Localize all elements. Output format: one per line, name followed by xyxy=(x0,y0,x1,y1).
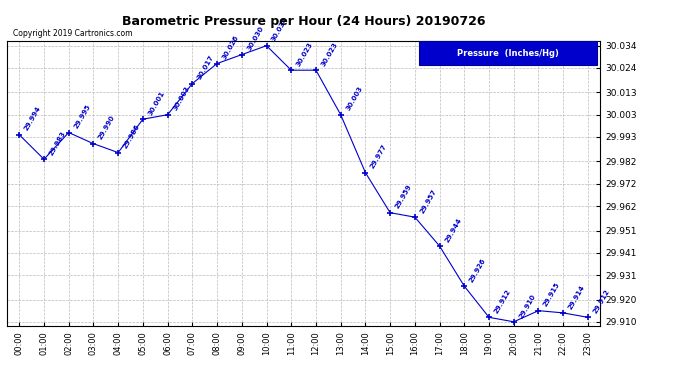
Text: 30.023: 30.023 xyxy=(295,41,314,68)
Text: 29.990: 29.990 xyxy=(97,114,117,141)
Text: 29.914: 29.914 xyxy=(567,284,586,310)
Text: 29.915: 29.915 xyxy=(542,282,561,308)
Text: 30.003: 30.003 xyxy=(172,86,190,112)
Text: 29.977: 29.977 xyxy=(370,144,388,170)
Text: 29.957: 29.957 xyxy=(419,188,437,214)
Text: 29.983: 29.983 xyxy=(48,130,67,156)
Text: Copyright 2019 Cartronics.com: Copyright 2019 Cartronics.com xyxy=(13,29,132,38)
Text: 29.926: 29.926 xyxy=(469,257,487,284)
Text: 29.910: 29.910 xyxy=(518,292,537,319)
Text: 30.003: 30.003 xyxy=(345,86,364,112)
Text: 29.944: 29.944 xyxy=(444,217,462,243)
Text: Barometric Pressure per Hour (24 Hours) 20190726: Barometric Pressure per Hour (24 Hours) … xyxy=(122,15,485,28)
Text: 29.995: 29.995 xyxy=(73,104,92,130)
FancyBboxPatch shape xyxy=(420,41,598,66)
Text: 30.017: 30.017 xyxy=(197,54,215,81)
Text: 29.912: 29.912 xyxy=(493,288,512,315)
Text: 29.986: 29.986 xyxy=(122,123,141,150)
Text: 30.034: 30.034 xyxy=(270,16,290,43)
Text: 30.001: 30.001 xyxy=(147,90,166,116)
Text: 30.026: 30.026 xyxy=(221,34,240,61)
Text: 29.959: 29.959 xyxy=(394,184,413,210)
Text: Pressure  (Inches/Hg): Pressure (Inches/Hg) xyxy=(457,49,560,58)
Text: 30.023: 30.023 xyxy=(320,41,339,68)
Text: 30.030: 30.030 xyxy=(246,26,265,52)
Text: 29.994: 29.994 xyxy=(23,105,42,132)
Text: 29.912: 29.912 xyxy=(592,288,611,315)
